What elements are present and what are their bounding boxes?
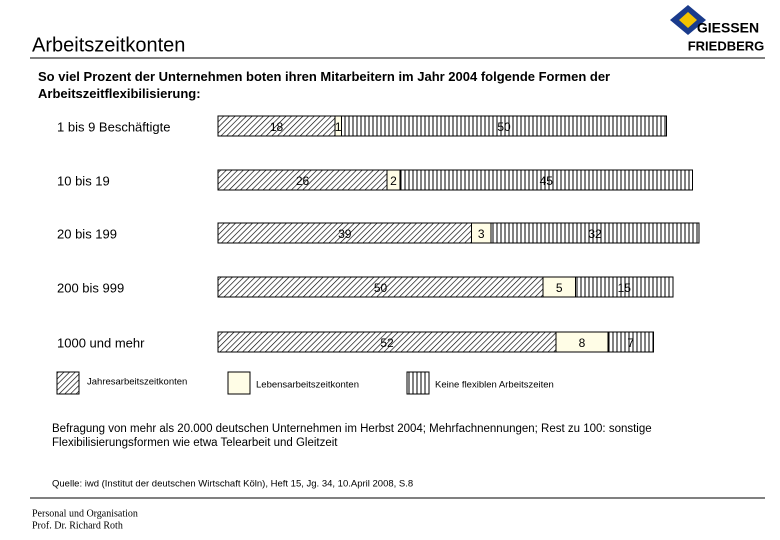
data-label: 15 <box>618 281 632 295</box>
data-label: 50 <box>374 281 388 295</box>
data-label: 5 <box>556 281 563 295</box>
category-label: 10 bis 19 <box>57 173 110 188</box>
data-label: 26 <box>296 174 310 188</box>
category-label: 200 bis 999 <box>57 280 124 295</box>
bar-segment <box>607 331 654 353</box>
bar-segment <box>399 169 693 191</box>
data-label: 18 <box>270 120 284 134</box>
footer-text: Prof. Dr. Richard Roth <box>32 520 123 531</box>
data-label: 2 <box>390 174 397 188</box>
legend-swatch <box>56 371 80 395</box>
legend-swatch <box>406 371 430 395</box>
data-label: 7 <box>627 336 634 350</box>
chart: 1 bis 9 Beschäftigte 18 1 50 10 bis 19 26 2 45 2… <box>56 115 700 395</box>
category-label: 20 bis 199 <box>57 226 117 241</box>
logo-text: FRIEDBERG <box>688 38 765 53</box>
legend-label: Jahresarbeitszeitkonten <box>87 377 187 388</box>
data-label: 50 <box>497 120 511 134</box>
data-label: 52 <box>380 336 394 350</box>
footnote-box: Befragung von mehr als 20.000 deutschen … <box>52 423 652 449</box>
logo: GIESSEN FRIEDBERG <box>670 5 764 53</box>
chart-title: So viel Prozent der Unternehmen boten ih… <box>38 69 611 101</box>
data-label: 8 <box>579 336 586 350</box>
data-label: 32 <box>588 227 602 241</box>
category-label: 1 bis 9 Beschäftigte <box>57 119 170 134</box>
chart-title-box: So viel Prozent der Unternehmen boten ih… <box>38 69 611 101</box>
data-label: 3 <box>478 227 485 241</box>
footer-text: Personal und Organisation <box>32 508 138 519</box>
legend-swatch <box>227 371 251 395</box>
legend-label: Lebensarbeitszeitkonten <box>256 380 359 391</box>
category-label: 1000 und mehr <box>57 335 145 350</box>
footnote: Befragung von mehr als 20.000 deutschen … <box>52 423 652 449</box>
data-label: 45 <box>540 174 554 188</box>
source: Quelle: iwd (Institut der deutschen Wirt… <box>52 479 413 490</box>
bar-segment <box>575 276 674 298</box>
logo-text: GIESSEN <box>697 20 759 36</box>
bar-segment <box>490 222 700 244</box>
slide-title: Arbeitszeitkonten <box>32 34 185 56</box>
legend-label: Keine flexiblen Arbeitszeiten <box>435 380 554 391</box>
data-label: 39 <box>338 227 352 241</box>
data-label: 1 <box>335 120 342 134</box>
bar-segment <box>341 115 667 137</box>
